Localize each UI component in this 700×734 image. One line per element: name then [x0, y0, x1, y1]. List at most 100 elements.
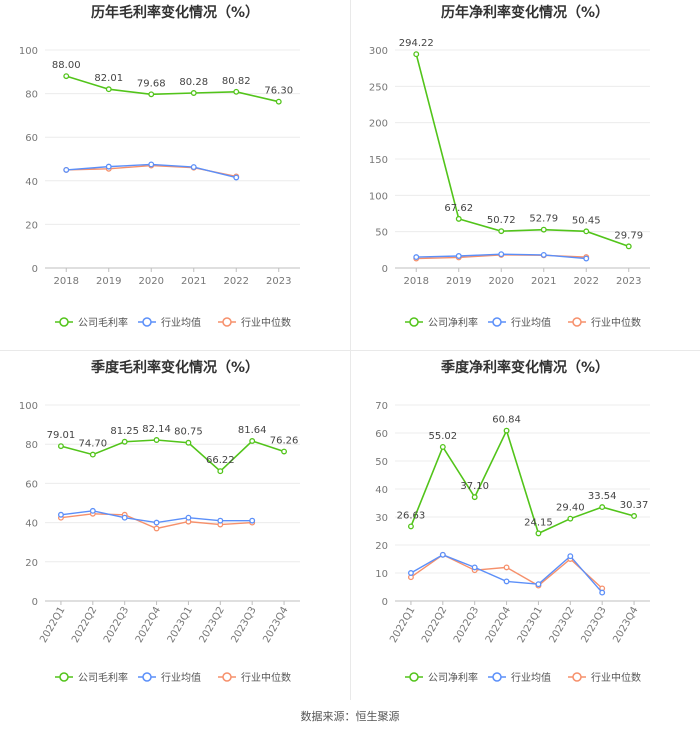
x-tick-label: 2022Q1	[388, 605, 417, 645]
legend-label: 行业中位数	[591, 316, 641, 329]
legend-label: 行业均值	[511, 316, 551, 329]
x-tick-label: 2022	[224, 276, 249, 287]
data-label: 74.70	[78, 439, 107, 450]
y-tick-label: 60	[375, 429, 388, 440]
data-label: 30.37	[620, 500, 649, 511]
data-point	[57, 443, 64, 450]
data-label: 67.62	[444, 203, 473, 214]
y-tick-label: 20	[375, 541, 388, 552]
x-tick-label: 2019	[446, 276, 471, 287]
x-tick-label: 2023Q3	[229, 605, 258, 645]
data-point	[233, 174, 240, 181]
data-point	[89, 507, 96, 514]
legend-swatch-marker	[142, 672, 152, 682]
data-label: 80.28	[179, 77, 208, 88]
x-tick-label: 2022	[574, 276, 599, 287]
y-tick-label: 30	[375, 513, 388, 524]
data-point	[153, 519, 160, 526]
legend-label: 行业均值	[161, 316, 201, 329]
data-point	[413, 51, 420, 58]
data-point	[625, 243, 632, 250]
data-label: 50.45	[572, 215, 601, 226]
data-label: 33.54	[588, 491, 617, 502]
legend-label: 公司毛利率	[78, 316, 128, 329]
data-point	[540, 251, 547, 258]
data-label: 29.79	[614, 230, 643, 241]
data-point	[105, 86, 112, 93]
x-tick-label: 2018	[54, 276, 79, 287]
legend-label: 行业中位数	[591, 671, 641, 684]
data-label: 37.10	[460, 481, 489, 492]
data-point	[63, 73, 70, 80]
data-point	[185, 514, 192, 521]
data-label: 29.40	[556, 503, 585, 514]
y-tick-label: 0	[32, 264, 38, 275]
y-tick-label: 100	[369, 191, 388, 202]
y-tick-label: 50	[375, 457, 388, 468]
y-tick-label: 50	[375, 228, 388, 239]
x-tick-label: 2023Q4	[611, 605, 640, 645]
data-point	[503, 427, 510, 434]
legend-label: 公司净利率	[428, 316, 478, 329]
legend-swatch-marker	[492, 672, 502, 682]
y-tick-label: 60	[25, 133, 38, 144]
x-tick-label: 2019	[96, 276, 121, 287]
quarterly-net-margin-chart: 季度净利率变化情况（%） 0 10 20 30 40 50 60 70 2022Q1 2022Q2 2…	[350, 355, 700, 705]
series-line	[66, 75, 279, 103]
x-tick-label: 2022Q2	[420, 605, 449, 645]
x-tick-label: 2023	[266, 276, 291, 287]
y-tick-label: 80	[25, 90, 38, 101]
data-label: 80.82	[222, 76, 251, 87]
data-label: 79.68	[137, 78, 166, 89]
data-point	[249, 438, 256, 444]
data-point	[105, 163, 112, 170]
data-label: 76.30	[264, 86, 293, 97]
data-label: 82.14	[142, 424, 171, 435]
x-tick-label: 2022Q4	[134, 605, 163, 645]
y-tick-label: 20	[25, 558, 38, 569]
data-label: 81.64	[238, 425, 267, 436]
x-tick-label: 2023Q3	[579, 605, 608, 645]
data-point	[583, 255, 590, 262]
data-label: 79.01	[47, 430, 76, 441]
x-tick-label: 2023Q2	[548, 605, 577, 645]
data-point	[148, 161, 155, 168]
chart-title: 历年毛利率变化情况（%）	[91, 4, 259, 21]
data-point	[599, 504, 606, 511]
x-tick-label: 2022Q3	[452, 605, 481, 645]
y-tick-label: 60	[25, 479, 38, 490]
data-point	[567, 515, 574, 522]
data-point	[535, 581, 542, 588]
chart-title: 季度毛利率变化情况（%）	[90, 359, 259, 376]
legend-swatch-marker	[492, 317, 502, 327]
data-point	[275, 98, 282, 105]
series-line	[60, 439, 285, 473]
chart-svg: 历年净利率变化情况（%） 0 50 100 150 200 250 300 2018 2019 20…	[369, 4, 650, 329]
data-point	[121, 438, 128, 445]
legend-swatch-marker	[59, 317, 69, 327]
data-point	[413, 254, 420, 261]
series-line	[410, 428, 635, 535]
data-label: 60.84	[492, 415, 521, 426]
x-tick-label: 2021	[531, 276, 556, 287]
legend-label: 行业中位数	[241, 316, 291, 329]
data-label: 26.63	[397, 510, 426, 521]
data-point	[185, 439, 192, 446]
data-point	[121, 514, 128, 521]
annual-gross-margin-chart: 历年毛利率变化情况（%） 0 20 40 60 80 100 2018 2019 2020 2021…	[0, 0, 350, 350]
data-label: 50.72	[487, 215, 516, 226]
legend-label: 行业均值	[511, 671, 551, 684]
data-point	[631, 513, 638, 519]
data-point	[455, 215, 462, 222]
data-point	[471, 564, 478, 571]
data-label: 24.15	[524, 517, 553, 528]
data-point	[407, 523, 414, 530]
data-point	[217, 468, 224, 475]
y-tick-label: 200	[369, 119, 388, 130]
legend-swatch-marker	[222, 672, 232, 682]
data-label: 66.22	[206, 455, 235, 466]
data-point	[439, 551, 446, 558]
data-point	[503, 564, 510, 571]
data-point	[190, 90, 197, 96]
